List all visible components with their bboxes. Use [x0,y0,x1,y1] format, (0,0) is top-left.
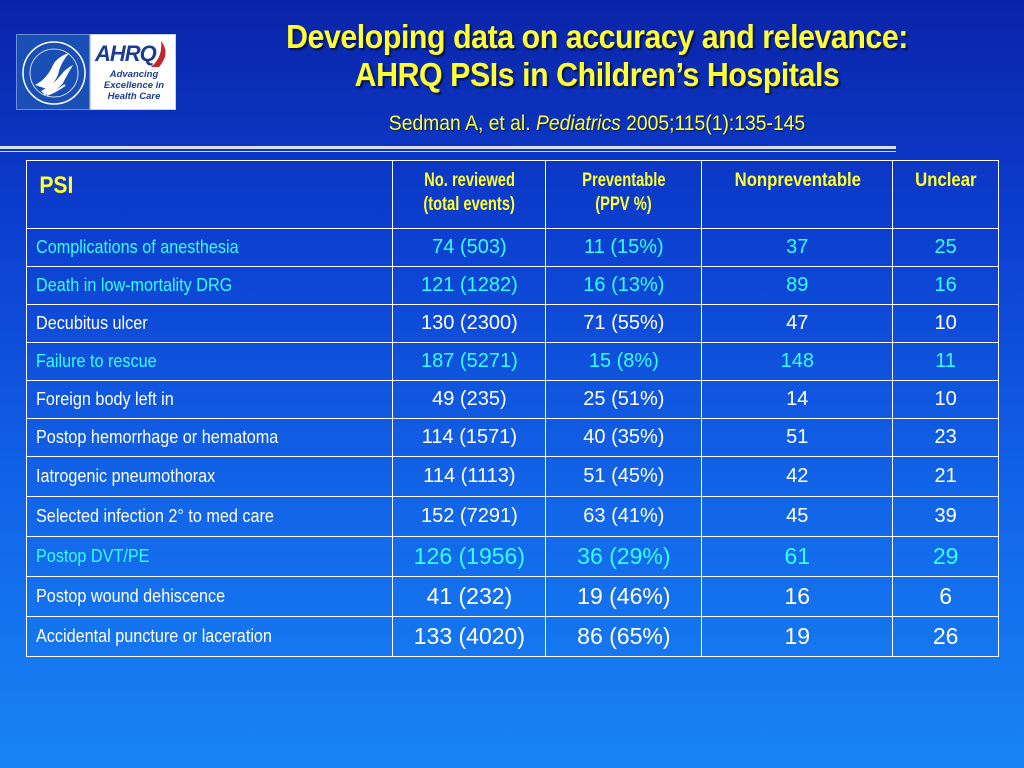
cell-unclear: 29 [892,536,999,577]
header-psi: PSI [25,160,394,229]
citation-authors: Sedman A, et al. [388,112,536,135]
cell-no-reviewed: 121 (1282) [392,266,547,305]
cell-psi-name: Postop wound dehiscence [25,576,394,617]
cell-no-reviewed: 130 (2300) [392,304,547,343]
cell-nonpreventable: 14 [701,380,894,419]
table-row: Death in low-mortality DRG 121 (1282) 16 (… [25,266,999,305]
cell-preventable: 71 (55%) [545,304,703,343]
table-row: Accidental puncture or laceration 133 (40… [25,616,999,657]
cell-unclear: 16 [892,266,999,305]
cell-no-reviewed: 114 (1571) [392,418,547,457]
hhs-eagle-icon [16,34,90,110]
title-line-1: Developing data on accuracy and relevanc… [286,18,908,55]
cell-unclear: 26 [892,616,999,657]
cell-psi-name: Postop hemorrhage or hematoma [25,418,394,457]
table-row: Failure to rescue 187 (5271) 15 (8%) 148 11 [25,342,999,381]
cell-no-reviewed: 49 (235) [392,380,547,419]
table-row: Postop DVT/PE 126 (1956) 36 (29%) 61 29 [25,536,999,577]
cell-psi-name: Death in low-mortality DRG [25,266,394,305]
cell-nonpreventable: 148 [701,342,894,381]
cell-psi-name: Accidental puncture or laceration [25,616,394,657]
cell-preventable: 51 (45%) [545,456,703,497]
cell-no-reviewed: 114 (1113) [392,456,547,497]
citation-ref: 2005;115(1):135-145 [620,112,806,135]
logo-group: AHRQ Advancing Excellence in Health Care [16,34,176,110]
cell-unclear: 21 [892,456,999,497]
table-row: Postop hemorrhage or hematoma 114 (1571) 4… [25,418,999,457]
ahrq-swoosh-icon [151,41,166,67]
cell-no-reviewed: 152 (7291) [392,496,547,537]
cell-preventable: 63 (41%) [545,496,703,537]
table-row: Foreign body left in 49 (235) 25 (51%) 14 10 [25,380,999,419]
ahrq-logo-mark: AHRQ [95,41,157,66]
cell-preventable: 16 (13%) [545,266,703,305]
table-header-row: PSI No. reviewed (total events) Preventab… [25,160,999,229]
header-no-reviewed: No. reviewed (total events) [392,160,547,229]
cell-preventable: 19 (46%) [545,576,703,617]
cell-no-reviewed: 74 (503) [392,228,547,267]
cell-psi-name: Selected infection 2° to med care [25,496,394,537]
table-row: Selected infection 2° to med care 152 (72… [25,496,999,537]
table-row: Iatrogenic pneumothorax 114 (1113) 51 (45%… [25,456,999,497]
cell-nonpreventable: 89 [701,266,894,305]
cell-unclear: 6 [892,576,999,617]
cell-preventable: 25 (51%) [545,380,703,419]
title-line-2: AHRQ PSIs in Children’s Hospitals [354,56,840,93]
cell-unclear: 23 [892,418,999,457]
divider-thin [0,151,896,152]
cell-preventable: 40 (35%) [545,418,703,457]
cell-psi-name: Iatrogenic pneumothorax [25,456,394,497]
cell-psi-name: Postop DVT/PE [25,536,394,577]
cell-unclear: 39 [892,496,999,537]
cell-no-reviewed: 187 (5271) [392,342,547,381]
divider-thick [0,146,896,149]
cell-no-reviewed: 126 (1956) [392,536,547,577]
cell-nonpreventable: 42 [701,456,894,497]
cell-preventable: 36 (29%) [545,536,703,577]
cell-unclear: 10 [892,380,999,419]
ahrq-tagline: Advancing Excellence in Health Care [103,69,165,102]
cell-preventable: 11 (15%) [545,228,703,267]
cell-psi-name: Decubitus ulcer [25,304,394,343]
psi-table: PSI No. reviewed (total events) Preventab… [25,160,999,657]
cell-psi-name: Complications of anesthesia [25,228,394,267]
cell-psi-name: Failure to rescue [25,342,394,381]
cell-unclear: 25 [892,228,999,267]
header-preventable: Preventable (PPV %) [545,160,703,229]
slide-title: Developing data on accuracy and relevanc… [213,18,980,94]
cell-nonpreventable: 45 [701,496,894,537]
header-unclear: Unclear [892,160,999,229]
table-row: Postop wound dehiscence 41 (232) 19 (46%) 1… [25,576,999,617]
ahrq-logo: AHRQ Advancing Excellence in Health Care [90,34,176,110]
cell-unclear: 11 [892,342,999,381]
table-row: Complications of anesthesia 74 (503) 11 (1… [25,228,999,267]
citation: Sedman A, et al. Pediatrics 2005;115(1):… [213,111,980,137]
cell-nonpreventable: 47 [701,304,894,343]
cell-no-reviewed: 133 (4020) [392,616,547,657]
cell-psi-name: Foreign body left in [25,380,394,419]
cell-nonpreventable: 16 [701,576,894,617]
cell-no-reviewed: 41 (232) [392,576,547,617]
cell-nonpreventable: 19 [701,616,894,657]
citation-journal: Pediatrics [535,112,621,135]
cell-preventable: 15 (8%) [545,342,703,381]
cell-nonpreventable: 51 [701,418,894,457]
cell-preventable: 86 (65%) [545,616,703,657]
table-row: Decubitus ulcer 130 (2300) 71 (55%) 47 10 [25,304,999,343]
header-nonpreventable: Nonpreventable [701,160,894,229]
cell-nonpreventable: 61 [701,536,894,577]
cell-unclear: 10 [892,304,999,343]
cell-nonpreventable: 37 [701,228,894,267]
